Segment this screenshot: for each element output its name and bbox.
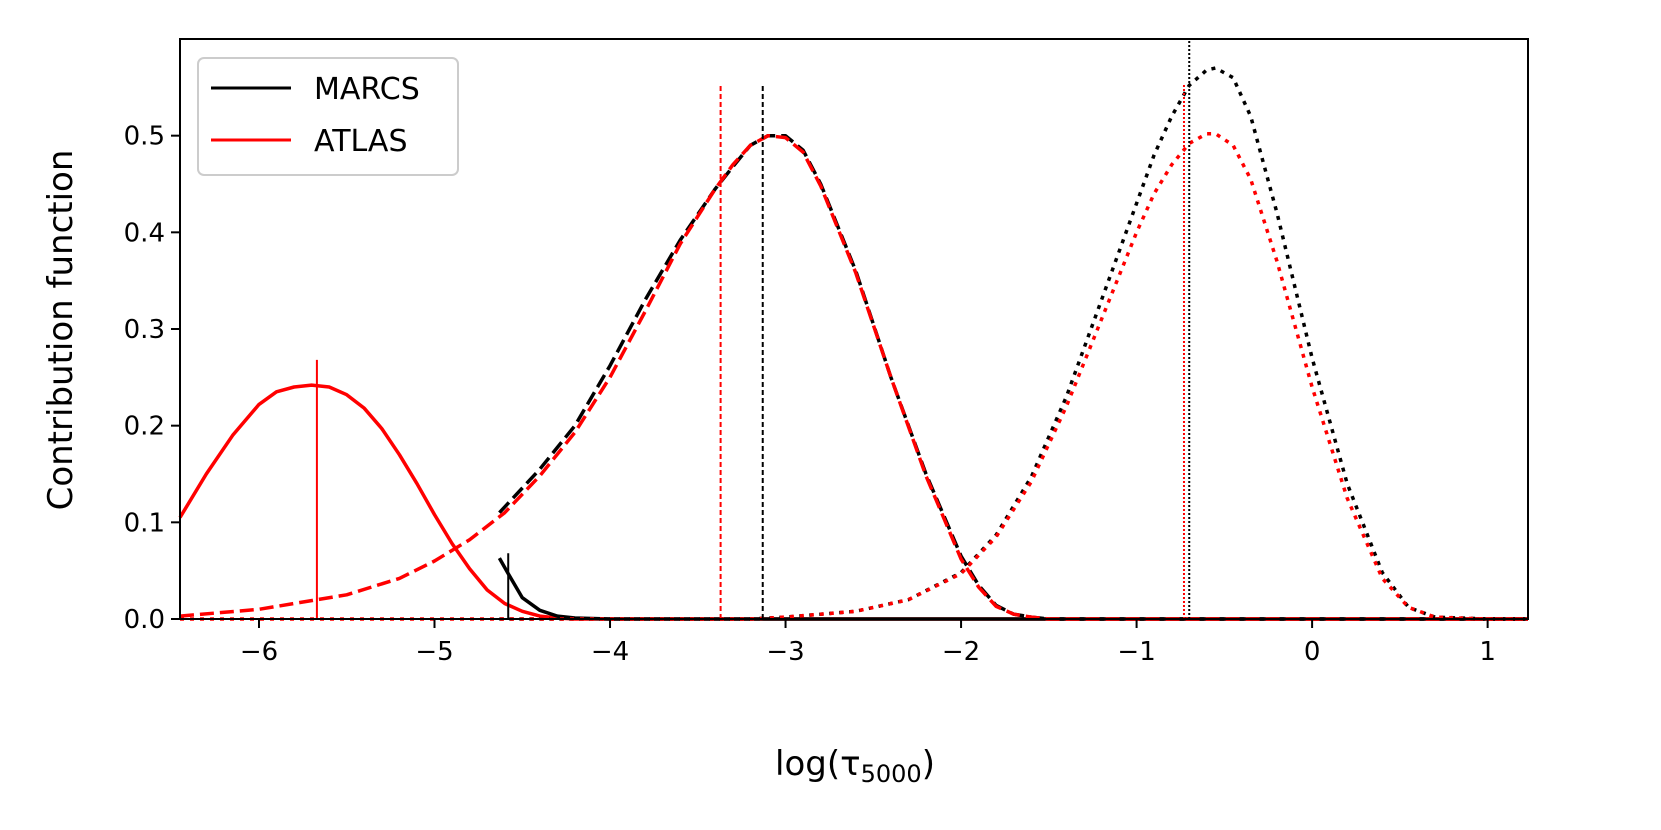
legend-label-marcs: MARCS [314, 72, 420, 107]
x-tick-label-3: −3 [766, 637, 804, 667]
x-axis-label-subscript: 5000 [861, 760, 922, 788]
series-line-4-dotted [499, 66, 1528, 621]
series-line-1-solid [497, 557, 1528, 621]
x-tick-label-5: −1 [1117, 637, 1155, 667]
y-tick-label-3: 0.3 [124, 315, 165, 345]
x-tick-label-0: −6 [240, 637, 278, 667]
x-axis-ticks: −6 −5 −4 −3 −2 −1 0 1 [240, 619, 1496, 667]
y-tick-label-4: 0.4 [124, 218, 165, 248]
series-line-3-dashed [179, 133, 1528, 621]
x-axis-label-close: ) [922, 744, 935, 784]
x-tick-label-4: −2 [942, 637, 980, 667]
x-axis-label: log(τ5000) [775, 744, 935, 788]
y-tick-label-1: 0.1 [124, 508, 165, 538]
series-line-5-dotted [180, 131, 1528, 621]
legend-label-atlas: ATLAS [314, 124, 408, 159]
y-axis-ticks: 0.0 0.1 0.2 0.3 0.4 0.5 [124, 122, 180, 635]
series-line-2-dashed [498, 133, 1528, 621]
legend: MARCS ATLAS [197, 57, 459, 176]
y-axis-label: Contribution function [41, 150, 81, 511]
x-tick-label-6: 0 [1304, 637, 1321, 667]
x-axis-label-main: log(τ [775, 744, 861, 784]
x-tick-label-7: 1 [1479, 637, 1496, 667]
y-tick-label-0: 0.0 [124, 605, 165, 635]
vertical-marker-layer [315, 39, 1191, 619]
y-tick-label-2: 0.2 [124, 412, 165, 442]
x-tick-label-1: −5 [415, 637, 453, 667]
y-tick-label-5: 0.5 [124, 122, 165, 152]
x-tick-label-2: −4 [591, 637, 629, 667]
